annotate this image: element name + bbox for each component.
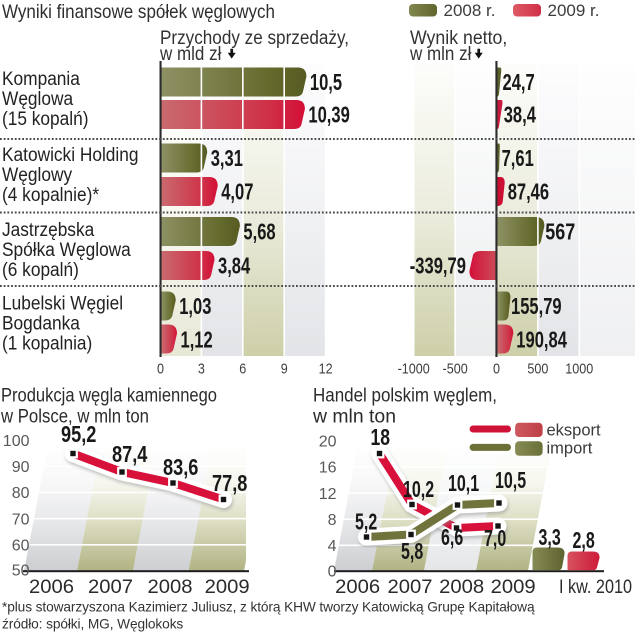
svg-text:Wyniki finansowe spółek węglow: Wyniki finansowe spółek węglowych (2, 1, 275, 23)
svg-text:(1 kopalnia): (1 kopalnia) (2, 333, 92, 354)
svg-text:0: 0 (328, 564, 337, 581)
svg-text:Węglowa: Węglowa (2, 89, 73, 110)
svg-text:10,5: 10,5 (310, 69, 342, 95)
svg-text:w mld zł: w mld zł (159, 44, 222, 65)
svg-text:1000: 1000 (565, 361, 593, 378)
svg-text:10,5: 10,5 (495, 467, 526, 493)
svg-text:7,61: 7,61 (502, 145, 534, 171)
svg-text:import: import (547, 440, 593, 458)
svg-text:24,7: 24,7 (503, 69, 535, 95)
svg-text:w Polsce, w mln ton: w Polsce, w mln ton (0, 407, 149, 428)
svg-text:87,4: 87,4 (112, 441, 148, 467)
svg-text:9: 9 (281, 361, 288, 378)
svg-text:10,39: 10,39 (308, 102, 349, 128)
svg-text:18: 18 (371, 424, 391, 450)
svg-text:100: 100 (3, 433, 30, 450)
svg-text:87,46: 87,46 (508, 179, 549, 205)
svg-text:3,31: 3,31 (211, 145, 243, 171)
svg-text:1,12: 1,12 (181, 327, 213, 353)
svg-text:10,2: 10,2 (403, 476, 434, 502)
svg-text:-500: -500 (443, 361, 468, 378)
svg-text:Katowicki Holding: Katowicki Holding (2, 145, 139, 166)
svg-text:(15 kopalń): (15 kopalń) (2, 109, 89, 130)
svg-text:w mln zł: w mln zł (409, 44, 472, 65)
svg-text:2009: 2009 (205, 577, 250, 598)
svg-text:*plus stowarzyszona Kazimierz: *plus stowarzyszona Kazimierz Juliusz, z… (2, 600, 535, 615)
svg-text:567: 567 (545, 219, 575, 245)
svg-text:2009: 2009 (491, 577, 536, 598)
svg-text:90: 90 (12, 459, 30, 476)
svg-text:12: 12 (319, 361, 333, 378)
svg-text:2007: 2007 (388, 577, 433, 598)
svg-text:(6 kopalń): (6 kopalń) (2, 260, 79, 281)
svg-text:50: 50 (12, 563, 30, 580)
svg-text:2007: 2007 (88, 577, 133, 598)
svg-text:2006: 2006 (335, 577, 380, 598)
svg-text:I kw. 2010: I kw. 2010 (559, 577, 632, 598)
svg-text:2008: 2008 (148, 577, 193, 598)
svg-text:70: 70 (12, 511, 30, 528)
svg-text:Wynik netto,: Wynik netto, (410, 28, 507, 49)
svg-text:-1000: -1000 (398, 361, 430, 378)
svg-text:2008: 2008 (439, 577, 484, 598)
svg-text:Handel polskim węglem,: Handel polskim węglem, (313, 386, 497, 407)
svg-text:3: 3 (198, 361, 205, 378)
svg-text:4: 4 (328, 538, 337, 555)
svg-text:7,0: 7,0 (484, 525, 506, 551)
svg-text:eksport: eksport (547, 422, 602, 440)
svg-text:2,8: 2,8 (573, 527, 595, 553)
svg-text:500: 500 (527, 361, 548, 378)
svg-text:5,8: 5,8 (401, 538, 423, 564)
svg-text:0: 0 (493, 361, 500, 378)
svg-text:Przychody ze sprzedaży,: Przychody ze sprzedaży, (160, 28, 349, 49)
svg-text:3,84: 3,84 (218, 253, 250, 279)
svg-text:w mln ton: w mln ton (312, 407, 396, 428)
svg-text:Bogdanka: Bogdanka (2, 313, 80, 334)
svg-text:Produkcja węgla kamiennego: Produkcja węgla kamiennego (1, 386, 217, 407)
svg-text:źródło: spółki, MG, Węglokoks: źródło: spółki, MG, Węglokoks (2, 617, 183, 632)
svg-text:Lubelski Węgiel: Lubelski Węgiel (2, 293, 123, 314)
svg-text:95,2: 95,2 (61, 421, 96, 447)
svg-text:60: 60 (12, 538, 30, 555)
svg-text:10,1: 10,1 (448, 470, 479, 496)
svg-text:83,6: 83,6 (163, 454, 198, 480)
svg-text:6: 6 (239, 361, 246, 378)
svg-text:190,84: 190,84 (516, 327, 567, 353)
svg-text:2006: 2006 (29, 577, 74, 598)
svg-text:20: 20 (319, 434, 337, 451)
svg-text:2009 r.: 2009 r. (548, 1, 600, 20)
svg-text:16: 16 (319, 460, 337, 477)
svg-text:Węglowy: Węglowy (2, 165, 73, 186)
svg-text:80: 80 (12, 485, 30, 502)
svg-text:Jastrzębska: Jastrzębska (2, 220, 95, 241)
svg-text:12: 12 (319, 486, 337, 503)
svg-text:-339,79: -339,79 (410, 253, 466, 279)
svg-text:0: 0 (157, 361, 164, 378)
svg-text:2008 r.: 2008 r. (444, 1, 496, 20)
svg-text:Spółka Węglowa: Spółka Węglowa (2, 240, 131, 261)
svg-text:1,03: 1,03 (179, 293, 211, 319)
svg-text:4,07: 4,07 (221, 179, 253, 205)
svg-text:8: 8 (328, 512, 337, 529)
svg-text:38,4: 38,4 (504, 102, 536, 128)
svg-text:3,3: 3,3 (539, 524, 561, 550)
svg-text:5,2: 5,2 (355, 509, 377, 535)
svg-text:Kompania: Kompania (2, 69, 80, 90)
svg-text:155,79: 155,79 (511, 293, 562, 319)
svg-text:5,68: 5,68 (243, 219, 275, 245)
svg-text:(4 kopalnie)*: (4 kopalnie)* (2, 185, 100, 206)
svg-text:6,6: 6,6 (441, 524, 463, 550)
svg-text:77,8: 77,8 (212, 470, 248, 496)
